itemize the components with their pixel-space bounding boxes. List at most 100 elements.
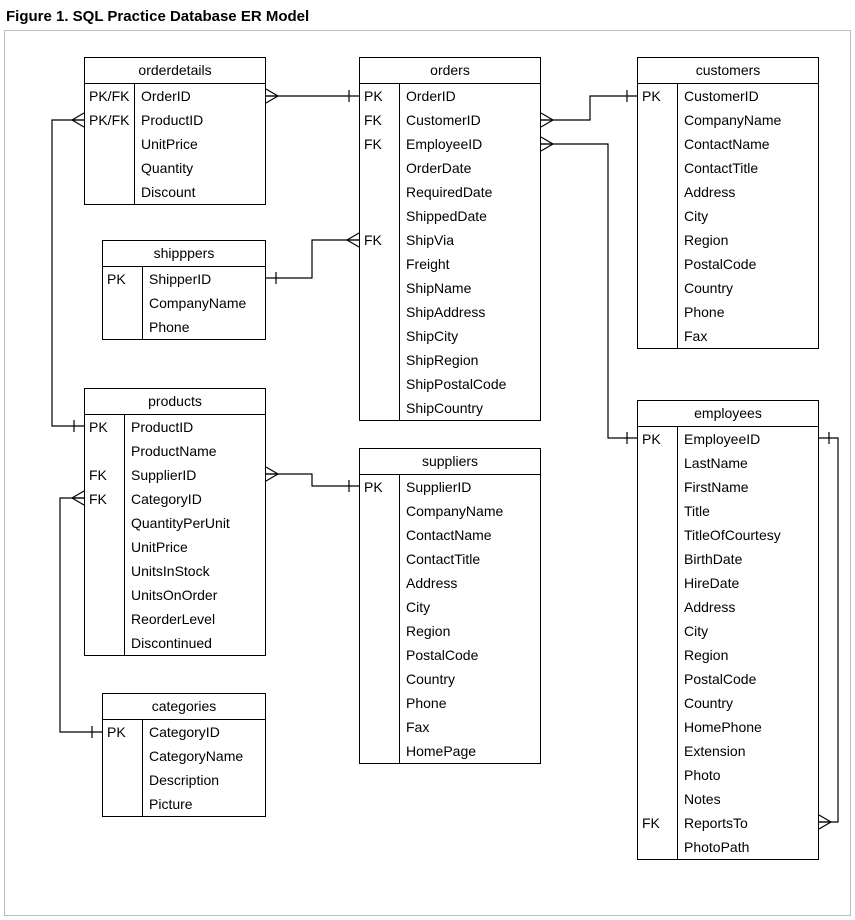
entity-field: PostalCode xyxy=(360,643,540,667)
field-name: CustomerID xyxy=(400,108,540,132)
field-key xyxy=(360,595,400,619)
field-key xyxy=(103,291,143,315)
field-name: UnitPrice xyxy=(135,132,265,156)
field-name: CategoryName xyxy=(143,744,265,768)
field-key: PK xyxy=(103,267,143,291)
entity-field: FKReportsTo xyxy=(638,811,818,835)
field-name: Notes xyxy=(678,787,818,811)
entity-field: ContactName xyxy=(360,523,540,547)
entity-field: FKShipVia xyxy=(360,228,540,252)
field-key xyxy=(638,180,678,204)
field-name: ReportsTo xyxy=(678,811,818,835)
field-key: PK xyxy=(360,84,400,108)
field-name: Fax xyxy=(400,715,540,739)
field-name: ShipperID xyxy=(143,267,265,291)
field-name: Address xyxy=(678,595,818,619)
field-name: ContactTitle xyxy=(678,156,818,180)
field-key xyxy=(360,348,400,372)
field-name: Phone xyxy=(143,315,265,339)
entity-field: Extension xyxy=(638,739,818,763)
entity-field: PK/FKOrderID xyxy=(85,84,265,108)
entity-field: HireDate xyxy=(638,571,818,595)
er-diagram-canvas: Figure 1. SQL Practice Database ER Model… xyxy=(0,0,855,920)
field-name: BirthDate xyxy=(678,547,818,571)
field-key xyxy=(85,535,125,559)
field-name: Quantity xyxy=(135,156,265,180)
field-name: CategoryID xyxy=(125,487,265,511)
field-name: ShipPostalCode xyxy=(400,372,540,396)
entity-customers: customersPKCustomerIDCompanyNameContactN… xyxy=(637,57,819,349)
entity-field: Address xyxy=(638,180,818,204)
field-name: Extension xyxy=(678,739,818,763)
entity-title: customers xyxy=(638,58,818,84)
field-name: ShipAddress xyxy=(400,300,540,324)
field-key xyxy=(360,571,400,595)
field-name: CompanyName xyxy=(678,108,818,132)
entity-title: categories xyxy=(103,694,265,720)
field-name: RequiredDate xyxy=(400,180,540,204)
field-key: PK/FK xyxy=(85,84,135,108)
field-key xyxy=(638,156,678,180)
field-key xyxy=(638,667,678,691)
field-name: Region xyxy=(678,643,818,667)
entity-employees: employeesPKEmployeeIDLastNameFirstNameTi… xyxy=(637,400,819,860)
field-key xyxy=(638,276,678,300)
field-key xyxy=(638,324,678,348)
field-name: CategoryID xyxy=(143,720,265,744)
entity-field: PKEmployeeID xyxy=(638,427,818,451)
entity-title: orderdetails xyxy=(85,58,265,84)
entity-field: Phone xyxy=(360,691,540,715)
field-name: ContactTitle xyxy=(400,547,540,571)
field-key xyxy=(638,619,678,643)
entity-title: shipppers xyxy=(103,241,265,267)
field-key xyxy=(360,523,400,547)
entity-field: LastName xyxy=(638,451,818,475)
field-key xyxy=(638,595,678,619)
entity-field: UnitsOnOrder xyxy=(85,583,265,607)
field-name: ContactName xyxy=(678,132,818,156)
field-key xyxy=(638,451,678,475)
entity-field: Freight xyxy=(360,252,540,276)
field-name: Freight xyxy=(400,252,540,276)
field-name: Country xyxy=(400,667,540,691)
entity-field: Title xyxy=(638,499,818,523)
field-key xyxy=(85,607,125,631)
entity-field: City xyxy=(638,204,818,228)
entity-field: UnitPrice xyxy=(85,535,265,559)
field-key xyxy=(360,252,400,276)
field-key xyxy=(638,523,678,547)
entity-field: FKCategoryID xyxy=(85,487,265,511)
field-name: HomePhone xyxy=(678,715,818,739)
field-key xyxy=(103,744,143,768)
field-key xyxy=(638,108,678,132)
entity-field: RequiredDate xyxy=(360,180,540,204)
entity-field: OrderDate xyxy=(360,156,540,180)
field-key xyxy=(85,631,125,655)
field-name: ContactName xyxy=(400,523,540,547)
field-key xyxy=(360,643,400,667)
entity-field: FirstName xyxy=(638,475,818,499)
field-key xyxy=(103,315,143,339)
field-name: TitleOfCourtesy xyxy=(678,523,818,547)
entity-field: ContactTitle xyxy=(638,156,818,180)
field-name: ShipRegion xyxy=(400,348,540,372)
field-name: UnitPrice xyxy=(125,535,265,559)
field-name: Region xyxy=(678,228,818,252)
field-key: PK/FK xyxy=(85,108,135,132)
entity-field: PhotoPath xyxy=(638,835,818,859)
entity-title: orders xyxy=(360,58,540,84)
entity-field: FKEmployeeID xyxy=(360,132,540,156)
field-name: ShipName xyxy=(400,276,540,300)
field-name: HireDate xyxy=(678,571,818,595)
entity-field: Fax xyxy=(638,324,818,348)
field-name: Fax xyxy=(678,324,818,348)
field-key xyxy=(360,300,400,324)
entity-field: ContactName xyxy=(638,132,818,156)
field-name: Country xyxy=(678,691,818,715)
entity-field: PKCategoryID xyxy=(103,720,265,744)
field-key xyxy=(360,156,400,180)
entity-title: products xyxy=(85,389,265,415)
entity-field: HomePage xyxy=(360,739,540,763)
field-key: PK xyxy=(360,475,400,499)
entity-field: ProductName xyxy=(85,439,265,463)
